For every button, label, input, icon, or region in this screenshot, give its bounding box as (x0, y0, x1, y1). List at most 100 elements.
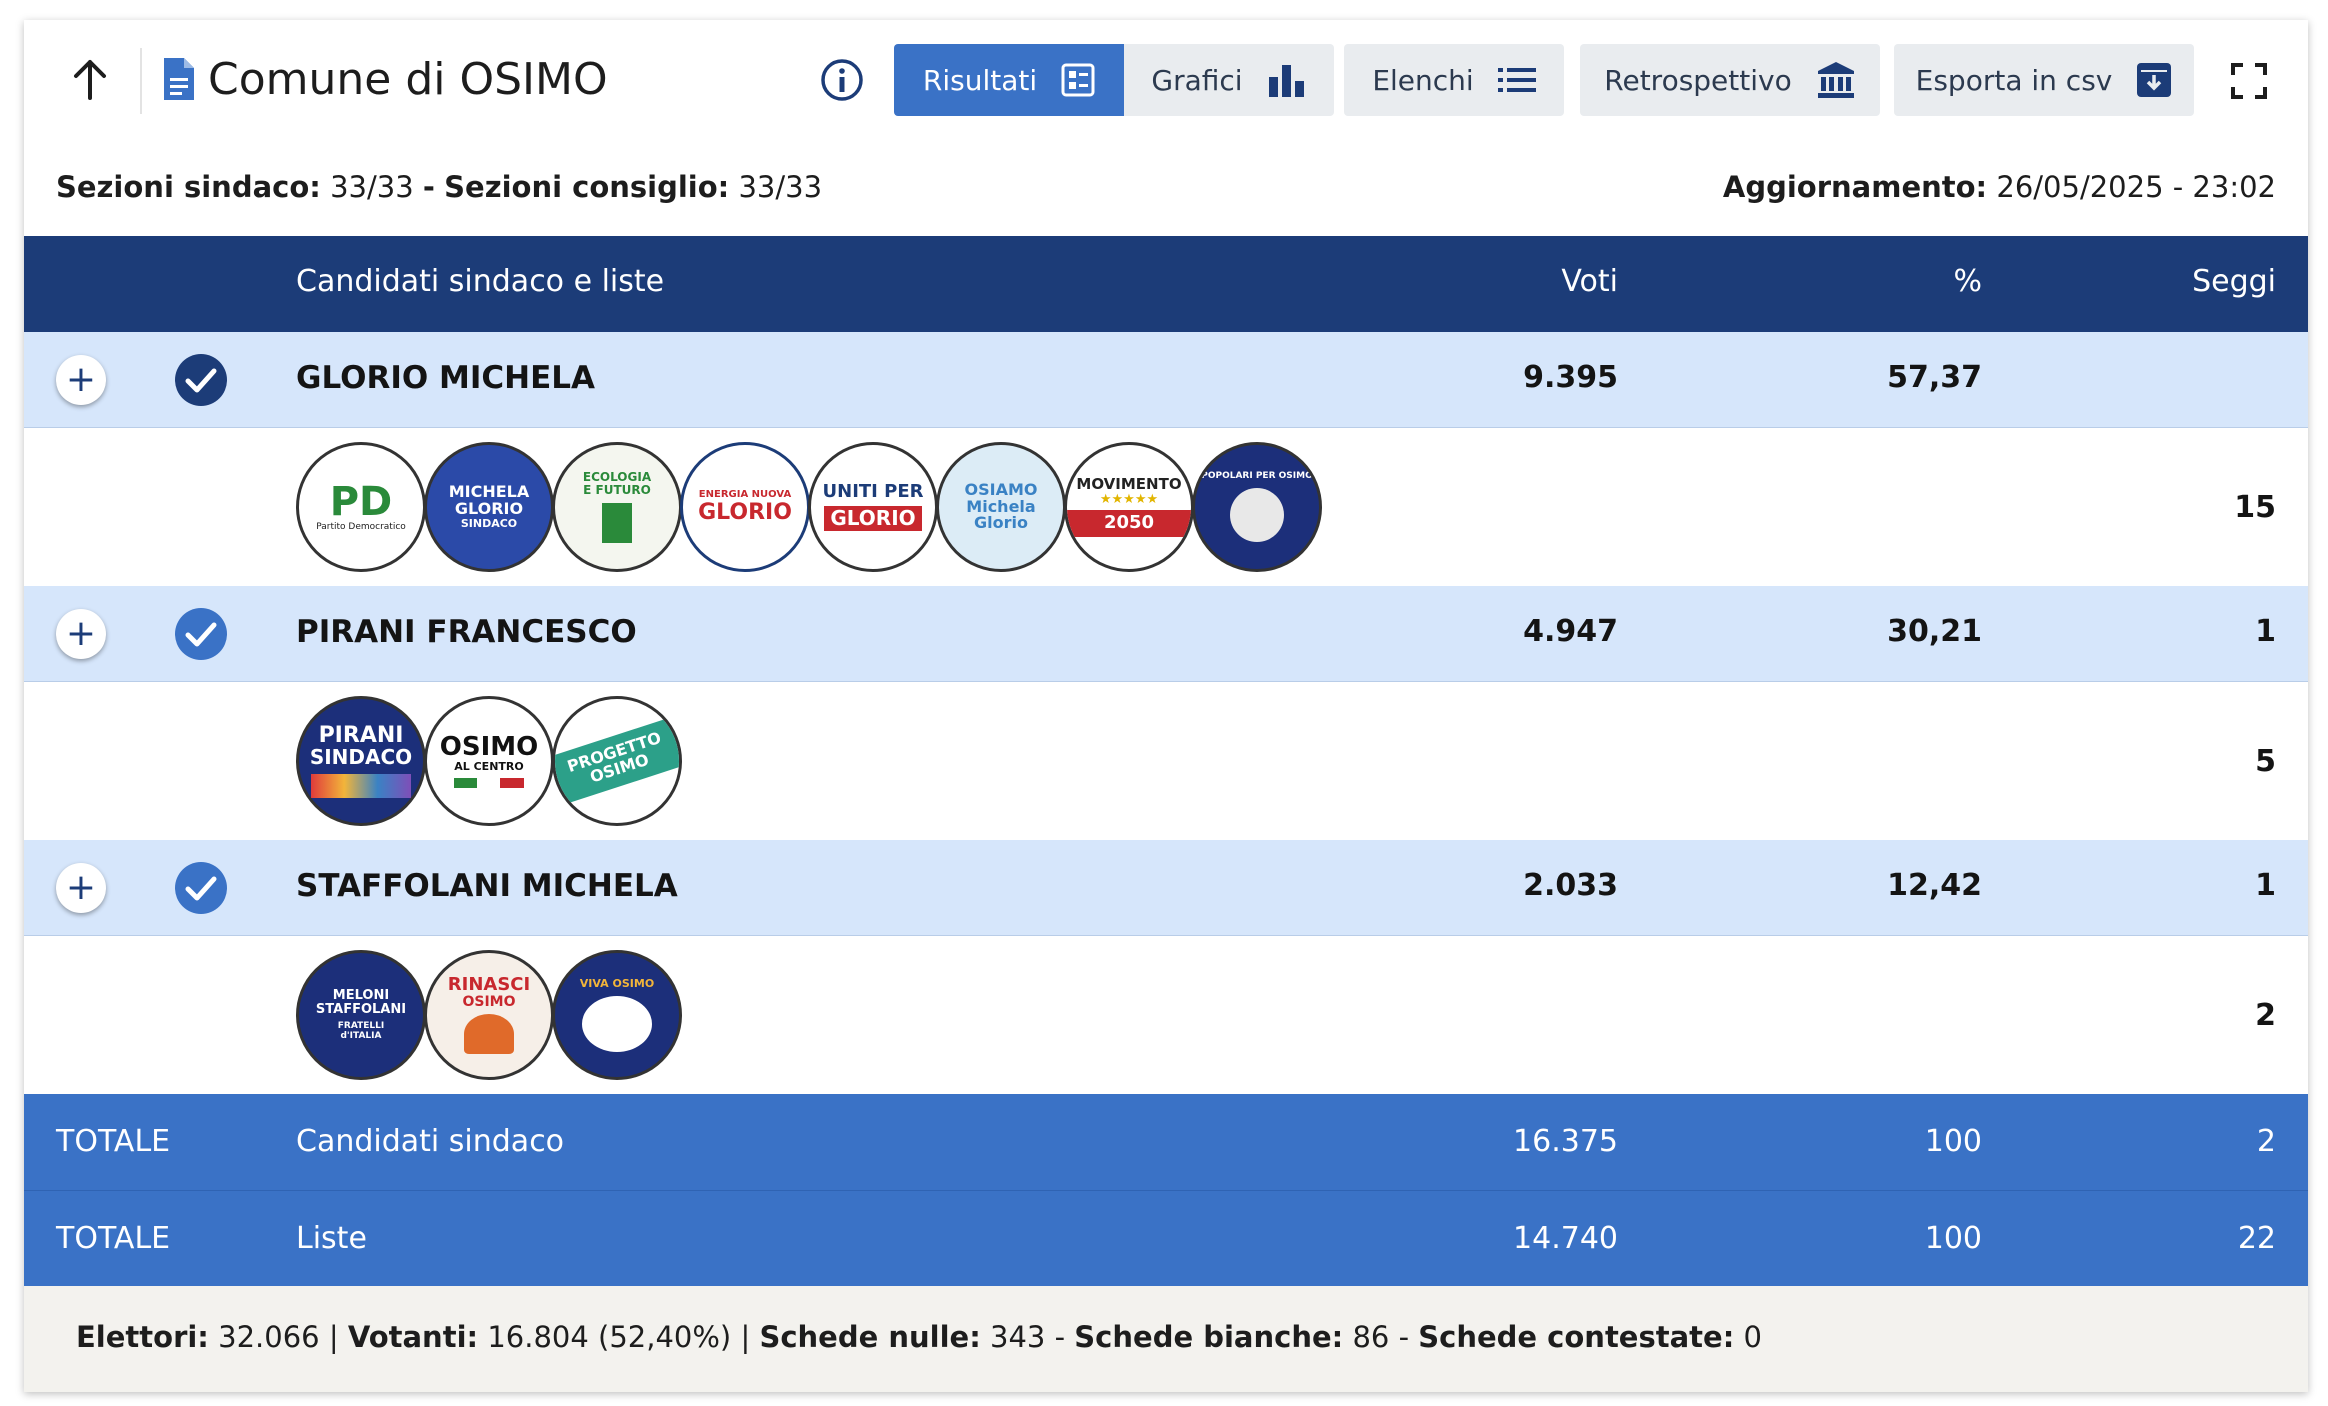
sections-status: Sezioni sindaco: 33/33 - Sezioni consigl… (56, 170, 822, 204)
info-icon[interactable] (820, 58, 864, 102)
retrospettivo-label: Retrospettivo (1604, 63, 1792, 97)
logo-text: RINASCI (447, 974, 531, 996)
candidate-seats: 1 (2255, 868, 2276, 903)
total-desc: Liste (296, 1221, 367, 1256)
party-logo[interactable]: MOVIMENTO ★★★★★ 2050 (1064, 442, 1194, 572)
elenchi-label: Elenchi (1372, 63, 1474, 97)
separator: - (422, 170, 435, 204)
expand-plus-button[interactable]: + (56, 609, 106, 659)
candidate-votes: 9.395 (1523, 360, 1618, 395)
party-logo[interactable]: PD Partito Democratico (296, 442, 426, 572)
logo-text: UNITI PER (822, 481, 924, 503)
table-header: Candidati sindaco e liste Voti % Seggi (24, 236, 2308, 332)
party-logo[interactable]: OSIAMO Michela Glorio (936, 442, 1066, 572)
check-circle-icon (175, 608, 227, 660)
elettori-value: 32.066 (218, 1320, 320, 1354)
divider (140, 48, 142, 114)
expand-plus-button[interactable]: + (56, 863, 106, 913)
list-seats: 2 (2255, 998, 2276, 1033)
check-circle-icon (175, 862, 227, 914)
retrospettivo-button[interactable]: Retrospettivo (1580, 44, 1880, 116)
party-logo[interactable]: UNITI PER GLORIO (808, 442, 938, 572)
party-logo[interactable]: ENERGIA NUOVA GLORIO (680, 442, 810, 572)
candidate-pct: 30,21 (1887, 614, 1982, 649)
party-logo[interactable]: MELONI STAFFOLANI FRATELLI d'ITALIA (296, 950, 426, 1080)
stars-icon: ★★★★★ (1099, 491, 1159, 507)
document-icon (164, 58, 194, 100)
elenchi-button[interactable]: Elenchi (1344, 44, 1564, 116)
logo-band: PROGETTO OSIMO (555, 717, 679, 805)
party-logo[interactable]: POPOLARI PER OSIMO (1192, 442, 1322, 572)
total-label: TOTALE (56, 1124, 171, 1159)
total-pct: 100 (1924, 1221, 1982, 1256)
phoenix-icon (464, 1013, 514, 1054)
nulle-label: Schede nulle: (759, 1320, 981, 1354)
archive-download-icon (2137, 63, 2172, 97)
elettori-label: Elettori: (76, 1320, 209, 1354)
total-pct: 100 (1924, 1124, 1982, 1159)
page-title: Comune di OSIMO (208, 54, 608, 105)
logo-text: MOVIMENTO (1076, 474, 1182, 493)
logo-text: MELONI STAFFOLANI (315, 987, 407, 1017)
party-logo[interactable]: ECOLOGIA E FUTURO (552, 442, 682, 572)
book-icon (582, 995, 652, 1052)
check-circle-icon (175, 354, 227, 406)
esporta-csv-button[interactable]: Esporta in csv (1894, 44, 2194, 116)
party-logos: PIRANI SINDACO OSIMO AL CENTRO PROGETTO … (296, 696, 682, 826)
fullscreen-icon[interactable] (2230, 62, 2268, 100)
candidate-name: PIRANI FRANCESCO (296, 614, 637, 650)
flag-icon (454, 778, 524, 789)
candidate-name: STAFFOLANI MICHELA (296, 868, 678, 904)
grafici-label: Grafici (1151, 63, 1243, 97)
table-row: + STAFFOLANI MICHELA 2.033 12,42 1 (24, 840, 2308, 936)
risultati-label: Risultati (922, 63, 1038, 97)
total-seats: 22 (2237, 1221, 2276, 1256)
expand-plus-button[interactable]: + (56, 355, 106, 405)
party-logo[interactable]: MICHELA GLORIO SINDACO (424, 442, 554, 572)
footer-stats: Elettori: 32.066 | Votanti: 16.804 (52,4… (24, 1286, 2308, 1392)
sezioni-consiglio-label: Sezioni consiglio: (444, 170, 730, 204)
votanti-value: 16.804 (52,40%) (487, 1320, 732, 1354)
col-pct: % (1953, 264, 1982, 299)
party-logo[interactable]: PIRANI SINDACO (296, 696, 426, 826)
total-seats: 2 (2256, 1124, 2276, 1159)
update-status: Aggiornamento: 26/05/2025 - 23:02 (1723, 170, 2276, 204)
table-row: + PIRANI FRANCESCO 4.947 30,21 1 (24, 586, 2308, 682)
grafici-button[interactable]: Grafici (1124, 44, 1334, 116)
logo-sub: Michela Glorio (966, 496, 1036, 533)
list-seats: 5 (2255, 744, 2276, 779)
aggiornamento-value: 26/05/2025 - 23:02 (1996, 170, 2276, 204)
total-label: TOTALE (56, 1221, 171, 1256)
list-icon (1497, 68, 1536, 92)
logo-sub: ENERGIA NUOVA (698, 489, 792, 501)
candidate-pct: 12,42 (1887, 868, 1982, 903)
logo-text: ECOLOGIA E FUTURO (582, 470, 652, 497)
logo-sub: SINDACO (460, 517, 518, 531)
arrow-up-icon[interactable] (64, 54, 116, 106)
bianche-value: 86 (1352, 1320, 1390, 1354)
sezioni-sindaco-label: Sezioni sindaco: (56, 170, 321, 204)
logo-sub: SINDACO (309, 745, 413, 770)
logo-text: VIVA OSIMO (579, 977, 655, 991)
party-logos: PD Partito Democratico MICHELA GLORIO SI… (296, 442, 1322, 572)
party-logo[interactable]: OSIMO AL CENTRO (424, 696, 554, 826)
lists-row: MELONI STAFFOLANI FRATELLI d'ITALIA RINA… (24, 936, 2308, 1094)
contestate-label: Schede contestate: (1418, 1320, 1735, 1354)
totals-row: TOTALE Liste 14.740 100 22 (24, 1190, 2308, 1286)
rose-icon (1230, 487, 1284, 542)
bank-icon (1817, 62, 1854, 98)
risultati-button[interactable]: Risultati (894, 44, 1124, 116)
party-logo[interactable]: RINASCI OSIMO (424, 950, 554, 1080)
esporta-label: Esporta in csv (1915, 63, 2113, 97)
logo-sub: AL CENTRO (454, 759, 524, 773)
logo-sub: OSIMO (462, 994, 516, 1011)
party-logo[interactable]: PROGETTO OSIMO (552, 696, 682, 826)
logo-text: PD (329, 479, 393, 526)
logo-text: POPOLARI PER OSIMO (1201, 471, 1313, 482)
party-logos: MELONI STAFFOLANI FRATELLI d'ITALIA RINA… (296, 950, 682, 1080)
col-seats: Seggi (2192, 264, 2276, 299)
contestate-value: 0 (1743, 1320, 1762, 1354)
lists-row: PD Partito Democratico MICHELA GLORIO SI… (24, 428, 2308, 586)
party-logo[interactable]: VIVA OSIMO (552, 950, 682, 1080)
stats-line: Elettori: 32.066 | Votanti: 16.804 (52,4… (76, 1320, 1762, 1354)
